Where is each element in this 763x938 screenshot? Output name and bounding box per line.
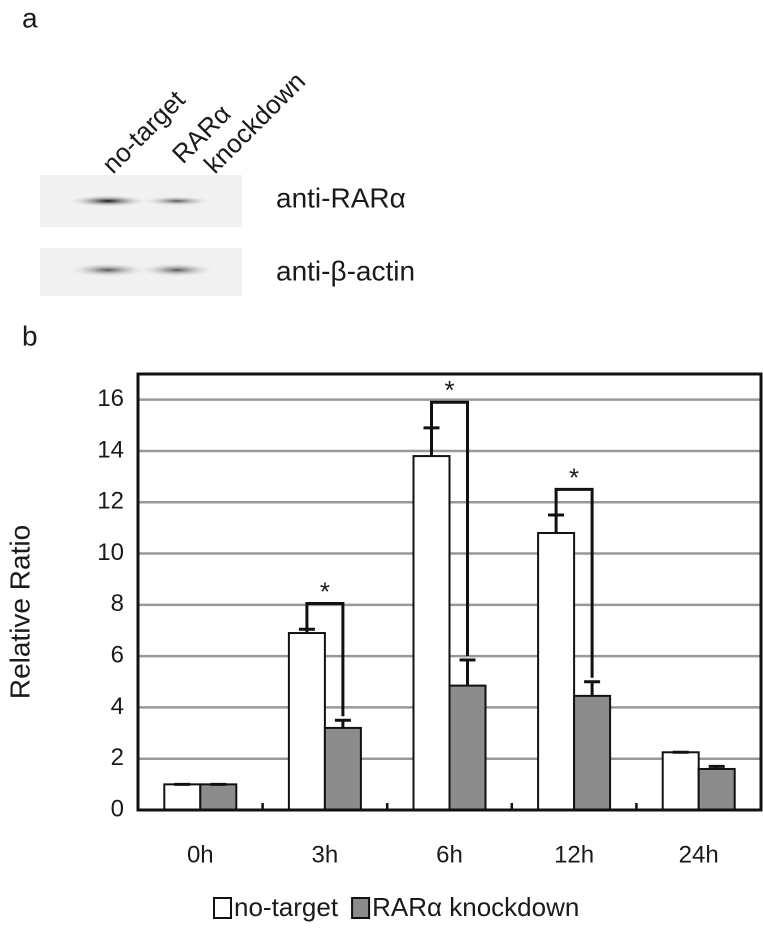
- significance-mark: *: [444, 375, 454, 405]
- x-tick-label: 6h: [436, 841, 463, 868]
- bar: [537, 532, 576, 811]
- y-tick-label: 6: [111, 641, 124, 668]
- legend-label: no-target: [234, 892, 339, 922]
- significance-bracket: [430, 400, 469, 656]
- x-tick-label: 24h: [679, 841, 719, 868]
- x-tick-label: 3h: [312, 841, 339, 868]
- x-tick-label: 12h: [554, 841, 594, 868]
- significance-bracket: [305, 602, 345, 717]
- y-tick-label: 8: [111, 590, 124, 617]
- legend-swatch: [351, 897, 371, 919]
- bar: [412, 455, 451, 811]
- panel-label: a: [22, 2, 38, 33]
- y-tick-label: 4: [111, 693, 124, 720]
- blot-band: [68, 195, 148, 207]
- bar: [163, 783, 202, 812]
- blot-band: [142, 196, 212, 206]
- legend-swatch: [213, 897, 232, 919]
- plot-frame: [136, 372, 763, 812]
- y-tick-label: 0: [111, 795, 124, 822]
- significance-bracket: [554, 487, 594, 678]
- y-tick-label: 2: [111, 744, 124, 771]
- y-axis-label: Relative Ratio: [4, 525, 35, 699]
- bar: [661, 751, 700, 812]
- significance-mark: *: [569, 462, 579, 492]
- y-tick-label: 16: [97, 385, 124, 412]
- bar: [573, 694, 612, 812]
- bar: [287, 632, 326, 811]
- y-tick-label: 12: [97, 488, 124, 515]
- blot-band: [139, 263, 215, 277]
- blot-label: anti-RARα: [276, 182, 406, 213]
- blot-label: anti-β-actin: [276, 255, 415, 286]
- y-tick-label: 14: [97, 436, 124, 463]
- bar: [323, 726, 362, 811]
- significance-mark: *: [320, 576, 330, 606]
- bar: [199, 783, 238, 812]
- bar: [697, 767, 736, 812]
- lane-label: no-target: [96, 84, 191, 179]
- x-tick-label: 0h: [187, 841, 214, 868]
- blot-band: [68, 263, 148, 277]
- legend-label: RARα knockdown: [372, 892, 579, 922]
- panel-label: b: [22, 320, 38, 351]
- y-tick-label: 10: [97, 539, 124, 566]
- bar: [448, 684, 487, 811]
